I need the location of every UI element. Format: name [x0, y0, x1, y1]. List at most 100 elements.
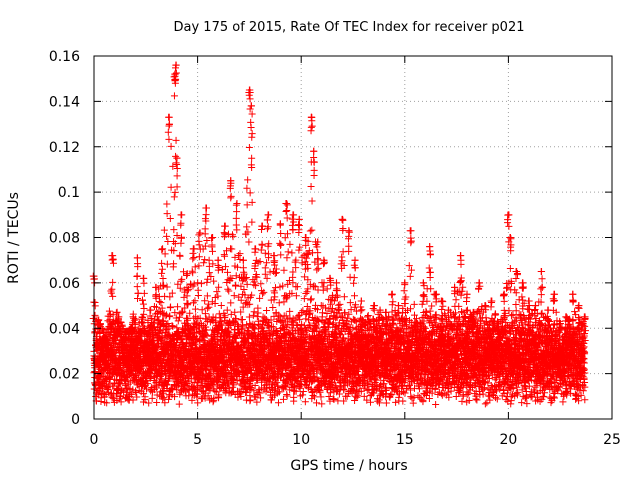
- data-points: [90, 62, 589, 408]
- data-point: [350, 280, 357, 287]
- data-point: [163, 200, 170, 207]
- data-point: [276, 299, 283, 306]
- data-point: [273, 269, 280, 276]
- data-point: [330, 396, 337, 403]
- data-point: [280, 396, 287, 403]
- data-point: [205, 304, 212, 311]
- data-point: [174, 303, 181, 310]
- data-point: [256, 389, 263, 396]
- data-point: [246, 313, 253, 320]
- data-point: [243, 223, 250, 230]
- data-point: [284, 281, 291, 288]
- data-point: [235, 252, 242, 259]
- data-point: [247, 397, 254, 404]
- data-point: [228, 246, 235, 253]
- data-point: [309, 197, 316, 204]
- data-point: [256, 295, 263, 302]
- data-point: [259, 290, 266, 297]
- data-point: [294, 283, 301, 290]
- data-point: [265, 250, 272, 257]
- data-point: [164, 283, 171, 290]
- data-point: [203, 279, 210, 286]
- data-point: [194, 279, 201, 286]
- data-point: [285, 248, 292, 255]
- data-point: [308, 227, 315, 234]
- data-point: [262, 264, 269, 271]
- data-point: [199, 306, 206, 313]
- data-point: [257, 280, 264, 287]
- data-point: [192, 306, 199, 313]
- data-point: [284, 393, 291, 400]
- data-point: [248, 219, 255, 226]
- data-point: [392, 399, 399, 406]
- data-point: [247, 189, 254, 196]
- data-point: [109, 279, 116, 286]
- data-point: [272, 284, 279, 291]
- data-point: [251, 308, 258, 315]
- data-point: [240, 286, 247, 293]
- data-point: [307, 228, 314, 235]
- data-point: [159, 266, 166, 273]
- data-point: [288, 249, 295, 256]
- data-point: [301, 295, 308, 302]
- data-point: [218, 302, 225, 309]
- data-point: [163, 233, 170, 240]
- data-point: [246, 144, 253, 151]
- data-point: [275, 399, 282, 406]
- data-point: [170, 260, 177, 267]
- data-point: [277, 251, 284, 258]
- data-point: [95, 316, 102, 323]
- data-point: [246, 301, 253, 308]
- data-point: [308, 183, 315, 190]
- data-point: [239, 316, 246, 323]
- data-point: [313, 266, 320, 273]
- data-point: [171, 309, 178, 316]
- data-point: [280, 267, 287, 274]
- data-point: [130, 396, 137, 403]
- data-point: [161, 227, 168, 234]
- data-point: [383, 399, 390, 406]
- data-point: [164, 261, 171, 268]
- data-point: [168, 143, 175, 150]
- data-point: [336, 301, 343, 308]
- data-point: [313, 399, 320, 406]
- data-point: [178, 276, 185, 283]
- data-point: [341, 293, 348, 300]
- data-point: [262, 250, 269, 257]
- data-point: [172, 153, 179, 160]
- data-point: [263, 307, 270, 314]
- data-point: [198, 280, 205, 287]
- data-point: [307, 297, 314, 304]
- data-point: [286, 308, 293, 315]
- data-point: [118, 398, 125, 405]
- data-point: [134, 283, 141, 290]
- data-point: [164, 210, 171, 217]
- data-point: [227, 299, 234, 306]
- data-point: [153, 399, 160, 406]
- data-point: [149, 395, 156, 402]
- chart-title: Day 175 of 2015, Rate Of TEC Index for r…: [174, 20, 525, 35]
- data-point: [171, 193, 178, 200]
- data-point: [178, 278, 185, 285]
- data-point: [181, 294, 188, 301]
- data-point: [139, 297, 146, 304]
- data-point: [286, 241, 293, 248]
- data-point: [308, 295, 315, 302]
- data-point: [173, 137, 180, 144]
- data-point: [245, 238, 252, 245]
- data-point: [177, 253, 184, 260]
- data-point: [283, 254, 290, 261]
- data-point: [302, 398, 309, 405]
- data-point: [161, 293, 168, 300]
- data-point: [269, 304, 276, 311]
- data-point: [157, 299, 164, 306]
- data-point: [176, 401, 183, 408]
- data-point: [248, 155, 255, 162]
- data-point: [109, 293, 116, 300]
- data-point: [310, 392, 317, 399]
- data-point: [244, 176, 251, 183]
- data-point: [167, 215, 174, 222]
- data-point: [167, 303, 174, 310]
- data-point: [318, 400, 325, 407]
